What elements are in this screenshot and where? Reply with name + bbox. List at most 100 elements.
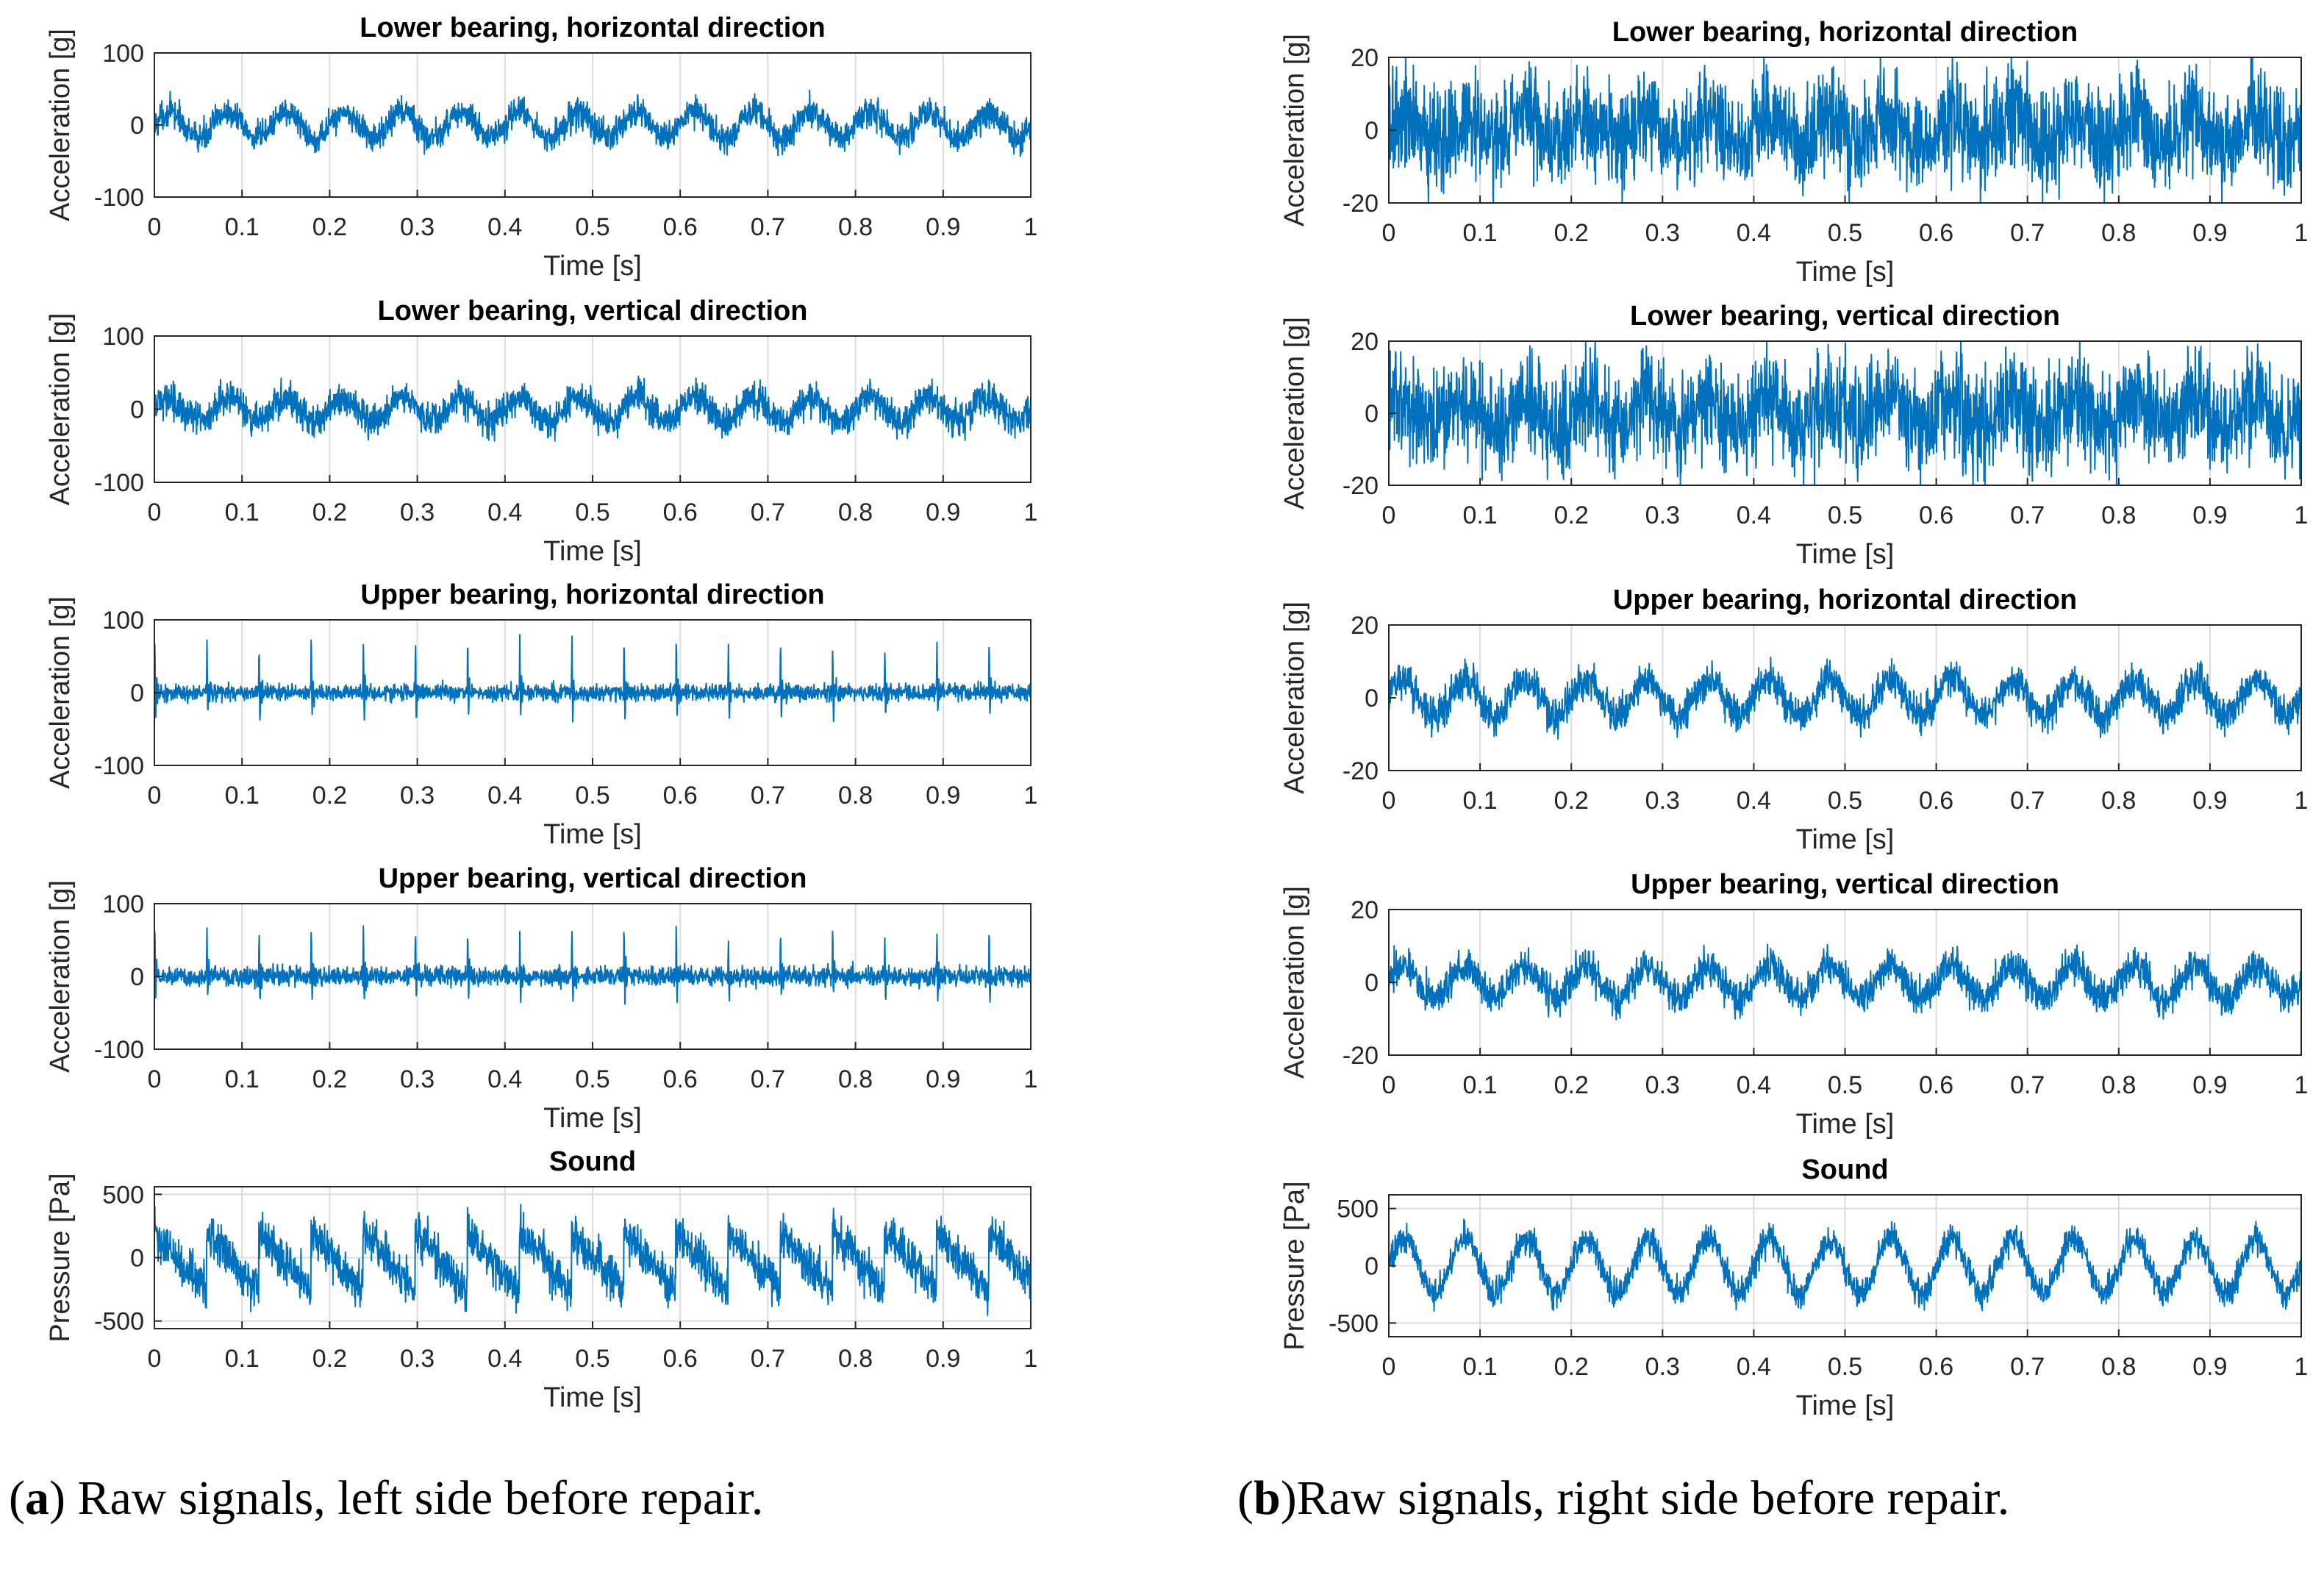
x-tick-label: 0.4 [1737, 501, 1771, 529]
x-tick-label: 0.1 [1462, 219, 1497, 247]
x-tick-label: 0.3 [400, 213, 435, 241]
y-tick-label: -20 [1342, 472, 1379, 500]
signal-line [154, 1204, 1032, 1316]
y-tick-label: 0 [130, 396, 144, 424]
signal-line [1388, 657, 2302, 740]
x-tick-label: 0.8 [838, 1065, 873, 1093]
x-tick-label: 0.6 [1919, 501, 1953, 529]
x-axis-label: Time [s] [543, 536, 642, 567]
y-axis-label: Acceleration [g] [45, 880, 76, 1073]
x-tick-label: 0.5 [1828, 219, 1862, 247]
x-tick-label: 0.4 [487, 213, 522, 241]
subplot-a-4: 0 0.1 0.2 0.3 0.4 0.5 0.6 0.7 0.8 0.9 1-1000100Upp… [45, 863, 1037, 1134]
x-axis-label: Time [s] [543, 1103, 642, 1134]
x-tick-label: 0.3 [400, 499, 435, 526]
x-tick-label: 0.4 [487, 782, 522, 810]
y-axis-label: Acceleration [g] [45, 596, 76, 789]
y-tick-label: -100 [94, 1036, 144, 1064]
x-tick-label: 0 [1382, 501, 1396, 529]
y-tick-label: 20 [1351, 328, 1379, 356]
x-tick-label: 0.7 [2010, 219, 2045, 247]
x-tick-label: 0.1 [1462, 1071, 1497, 1099]
y-tick-label: 20 [1351, 44, 1379, 72]
subplot-b-3: 0 0.1 0.2 0.3 0.4 0.5 0.6 0.7 0.8 0.9 1-20020Upper… [1279, 585, 2308, 855]
x-tick-label: 0.6 [663, 499, 698, 526]
x-tick-label: 0 [1382, 1353, 1396, 1381]
x-tick-label: 0.9 [2192, 1071, 2227, 1099]
x-tick-label: 0.6 [663, 1345, 698, 1373]
x-tick-label: 0.1 [225, 499, 260, 526]
y-axis-label: Acceleration [g] [1279, 601, 1310, 794]
x-tick-label: 0.5 [575, 782, 609, 810]
x-tick-label: 1 [2295, 1071, 2309, 1099]
x-tick-label: 0.5 [575, 499, 609, 526]
x-tick-label: 0.3 [400, 1345, 435, 1373]
x-tick-label: 0 [1382, 1071, 1396, 1099]
y-tick-label: 0 [1365, 685, 1379, 712]
subplot-title: Lower bearing, vertical direction [378, 296, 808, 326]
x-tick-label: 0.3 [1645, 787, 1680, 815]
y-axis-label: Acceleration [g] [45, 29, 76, 221]
subplot-title: Lower bearing, horizontal direction [360, 12, 825, 43]
subplot-a-2: 0 0.1 0.2 0.3 0.4 0.5 0.6 0.7 0.8 0.9 1-1000100Low… [45, 296, 1037, 567]
x-tick-label: 0.2 [1554, 1353, 1589, 1381]
x-tick-label: 0 [148, 782, 162, 810]
x-tick-label: 0.6 [1919, 1071, 1953, 1099]
subplot-b-2: 0 0.1 0.2 0.3 0.4 0.5 0.6 0.7 0.8 0.9 1-20020Lower… [1279, 301, 2308, 570]
x-tick-label: 0 [148, 1065, 162, 1093]
x-tick-label: 0.5 [575, 213, 609, 241]
x-tick-label: 0 [1382, 787, 1396, 815]
x-tick-label: 0.3 [400, 1065, 435, 1093]
x-tick-label: 0.4 [487, 1065, 522, 1093]
x-tick-label: 0.3 [1645, 1071, 1680, 1099]
x-tick-label: 0.7 [751, 1345, 785, 1373]
x-tick-label: 0.5 [1828, 501, 1862, 529]
x-tick-label: 0.8 [838, 499, 873, 526]
x-tick-label: 0.7 [2010, 1071, 2045, 1099]
x-tick-label: 0.2 [312, 499, 347, 526]
x-tick-label: 0.4 [1737, 1353, 1771, 1381]
x-tick-label: 0.9 [926, 1065, 960, 1093]
x-axis-label: Time [s] [543, 251, 642, 282]
subplot-a-3: 0 0.1 0.2 0.3 0.4 0.5 0.6 0.7 0.8 0.9 1-1000100Upp… [45, 579, 1037, 850]
x-tick-label: 0.6 [1919, 219, 1953, 247]
x-tick-label: 0.1 [1462, 501, 1497, 529]
y-axis-label: Acceleration [g] [1279, 317, 1310, 510]
signal-line [154, 925, 1032, 1005]
x-tick-label: 1 [1024, 1065, 1038, 1093]
subplot-b-4: 0 0.1 0.2 0.3 0.4 0.5 0.6 0.7 0.8 0.9 1-20020Upper… [1279, 869, 2308, 1140]
x-tick-label: 0.2 [312, 1065, 347, 1093]
y-tick-label: 0 [130, 1245, 144, 1273]
y-tick-label: 100 [102, 890, 144, 918]
x-tick-label: 0.4 [1737, 787, 1771, 815]
x-tick-label: 0.7 [751, 213, 785, 241]
x-tick-label: 0.8 [2101, 1071, 2136, 1099]
x-tick-label: 0.9 [2192, 787, 2227, 815]
y-tick-label: 0 [1365, 400, 1379, 428]
x-tick-label: 1 [1024, 213, 1038, 241]
signal-line [154, 634, 1032, 723]
signal-line [1388, 57, 2302, 204]
y-tick-label: -20 [1342, 1042, 1379, 1070]
caption-a-text: Raw signals, left side before repair. [65, 1471, 764, 1525]
y-axis-label: Pressure [Pa] [45, 1173, 76, 1342]
x-tick-label: 0.9 [926, 782, 960, 810]
y-tick-label: 0 [1365, 969, 1379, 997]
signal-line [154, 375, 1032, 442]
y-tick-label: 0 [1365, 117, 1379, 145]
x-tick-label: 0 [148, 213, 162, 241]
x-axis-label: Time [s] [1796, 539, 1895, 570]
x-tick-label: 0 [148, 1345, 162, 1373]
subplot-title: Sound [1801, 1154, 1888, 1185]
x-tick-label: 0.2 [1554, 1071, 1589, 1099]
signal-line [1388, 1218, 2302, 1312]
x-tick-label: 0 [1382, 219, 1396, 247]
subplot-title: Upper bearing, vertical direction [379, 863, 807, 894]
y-tick-label: -500 [94, 1308, 144, 1336]
x-tick-label: 1 [1024, 499, 1038, 526]
x-tick-label: 1 [2295, 501, 2309, 529]
y-tick-label: 500 [1337, 1196, 1379, 1223]
x-tick-label: 0.5 [1828, 1071, 1862, 1099]
y-tick-label: 0 [130, 963, 144, 991]
